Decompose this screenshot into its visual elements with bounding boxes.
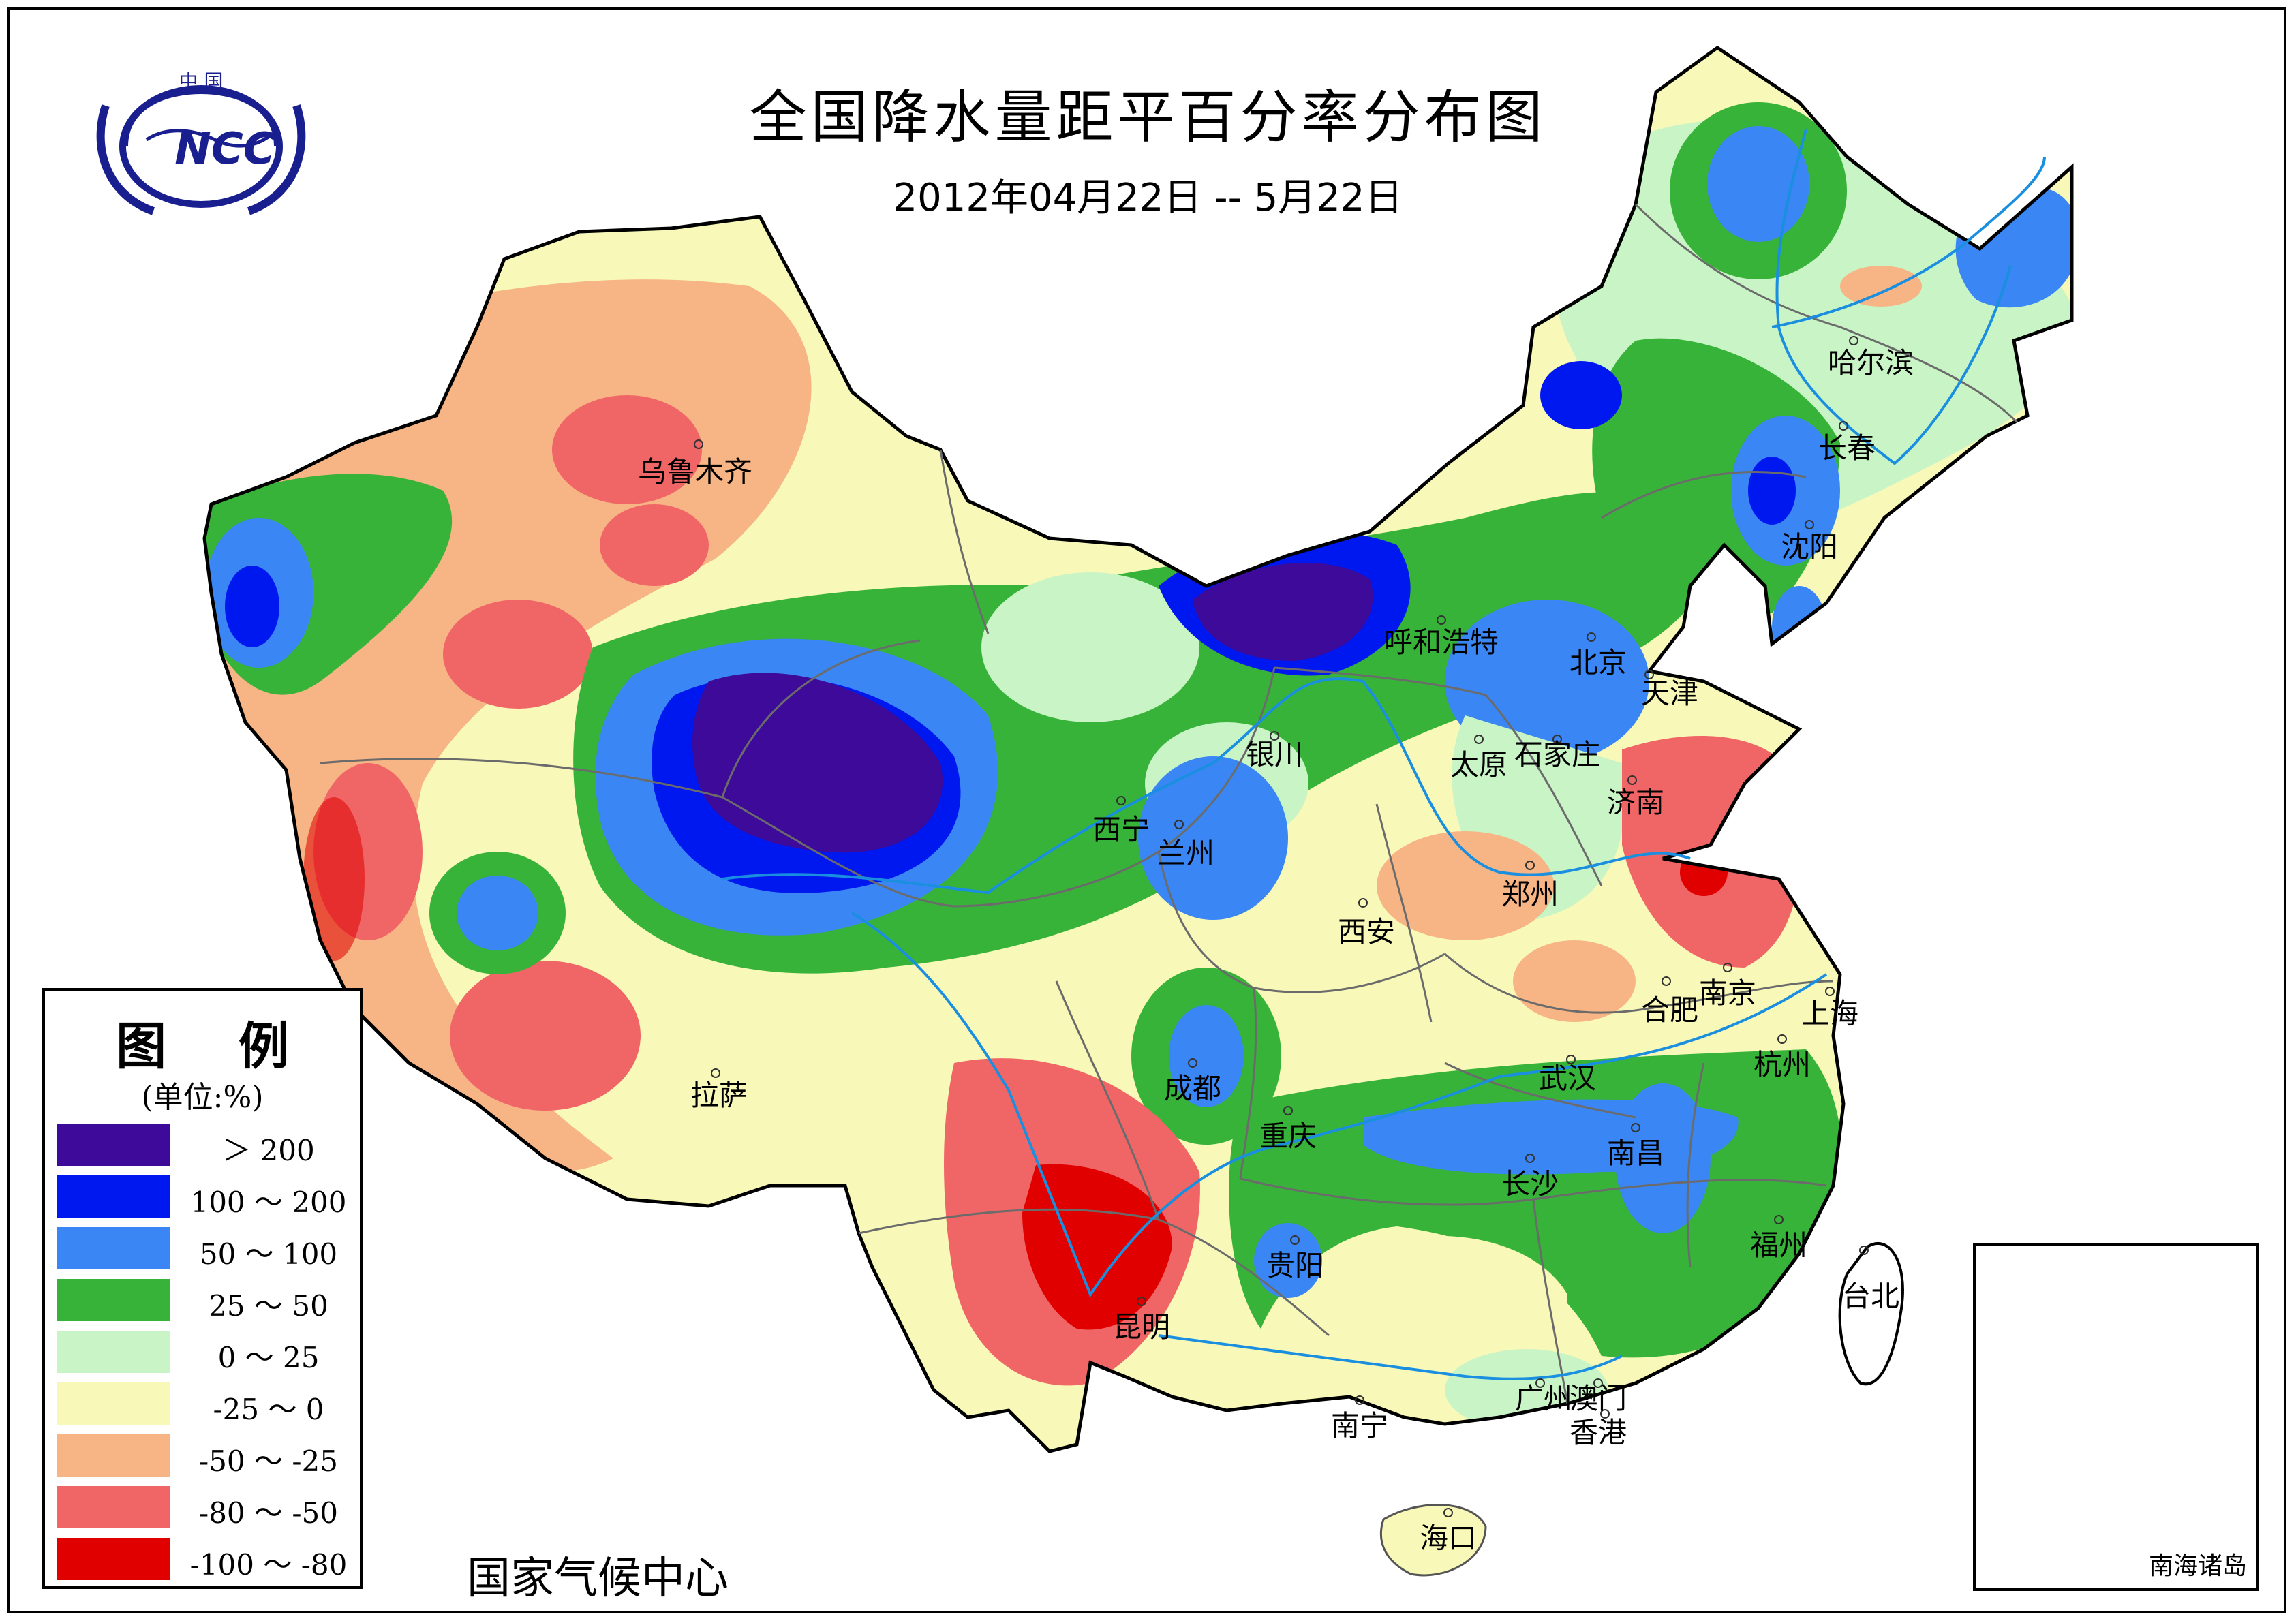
taiwan-island [1838,1241,1904,1386]
city-label: 乌鲁木齐 [637,454,753,489]
legend: 图 例 (单位:%) ＞ 200 100 ～ 200 50 ～ 100 25 ～… [42,988,363,1589]
city-label: 南京 [1698,976,1757,1010]
city-label: 南宁 [1330,1408,1389,1442]
svg-text:NCC: NCC [174,124,275,174]
south-china-sea-inset: 南海诸岛 [1973,1243,2259,1591]
legend-label: 25 ～ 50 [209,1289,328,1323]
map-title: 全国降水量距平百分率分布图 [749,84,1547,151]
legend-item: 50 ～ 100 [57,1227,357,1271]
organization-name: 国家气候中心 [467,1554,729,1604]
city-label: 兰州 [1157,836,1215,870]
city-label: 杭州 [1753,1047,1811,1081]
legend-swatch [57,1175,170,1218]
city-label: 武汉 [1538,1061,1597,1095]
legend-unit: (单位:%) [141,1080,264,1115]
ncc-logo: 中 国 NCC [96,70,306,215]
legend-item: 25 ～ 50 [57,1279,357,1323]
legend-swatch [57,1538,170,1580]
city-label: 合肥 [1640,993,1699,1027]
inset-label: 南海诸岛 [2148,1552,2247,1580]
legend-item: -100 ～ -80 [57,1538,357,1581]
legend-label: -25 ～ 0 [213,1393,324,1426]
city-label: 哈尔滨 [1827,345,1914,380]
city-label: 银川 [1245,737,1304,771]
date-range: 2012年04月22日 -- 5月22日 [893,176,1403,220]
legend-swatch [57,1331,170,1373]
city-label: 北京 [1569,645,1627,679]
city-label: 成都 [1163,1071,1222,1105]
legend-item: 0 ～ 25 [57,1331,357,1374]
legend-swatch [57,1486,170,1528]
legend-swatch [57,1124,170,1166]
city-label: 呼和浩特 [1383,625,1499,659]
city-label: 天津 [1640,676,1699,710]
city-label: 重庆 [1259,1119,1317,1153]
legend-item: ＞ 200 [57,1124,357,1167]
city-label: 南昌 [1606,1136,1665,1170]
city-label: 拉萨 [690,1078,748,1112]
legend-label: -50 ～ -25 [199,1444,338,1478]
hainan-island [1379,1504,1487,1577]
rivers [722,129,2046,1380]
legend-item: 100 ～ 200 [57,1175,357,1219]
city-label: 西宁 [1092,812,1150,846]
city-label: 贵阳 [1266,1248,1324,1282]
city-label: 广州 [1514,1381,1573,1415]
legend-label: ＞ 200 [222,1134,315,1167]
city-label: 济南 [1606,785,1665,819]
legend-label: 0 ～ 25 [217,1341,320,1374]
city-label: 香港 [1569,1415,1627,1449]
city-label: 长沙 [1501,1166,1559,1201]
legend-swatch [57,1434,170,1477]
city-label: 石家庄 [1514,737,1601,771]
svg-text:中 国: 中 国 [179,70,224,93]
city-label: 西安 [1337,914,1396,948]
legend-swatch [57,1227,170,1269]
city-label: 海口 [1419,1521,1478,1555]
city-label: 台北 [1841,1279,1900,1313]
city-label: 上海 [1801,996,1859,1030]
legend-label: 100 ～ 200 [190,1186,347,1219]
city-label: 太原 [1450,747,1508,782]
legend-item: -25 ～ 0 [57,1382,357,1426]
city-label: 澳门 [1569,1381,1627,1415]
city-label: 昆明 [1112,1310,1171,1344]
map-frame [7,7,2286,1613]
city-label: 福州 [1749,1228,1808,1262]
legend-swatch [57,1279,170,1321]
legend-label: -80 ～ -50 [199,1496,338,1530]
legend-title: 图 例 [116,1017,316,1076]
city-markers [694,336,1869,1517]
city-label: 长春 [1818,431,1876,465]
legend-item: -80 ～ -50 [57,1486,357,1530]
legend-label: 50 ～ 100 [199,1237,338,1271]
legend-item: -50 ～ -25 [57,1434,357,1478]
legend-swatch [57,1382,170,1425]
city-label: 郑州 [1501,877,1559,911]
city-label: 沈阳 [1780,529,1839,563]
legend-label: -100 ～ -80 [189,1548,348,1581]
